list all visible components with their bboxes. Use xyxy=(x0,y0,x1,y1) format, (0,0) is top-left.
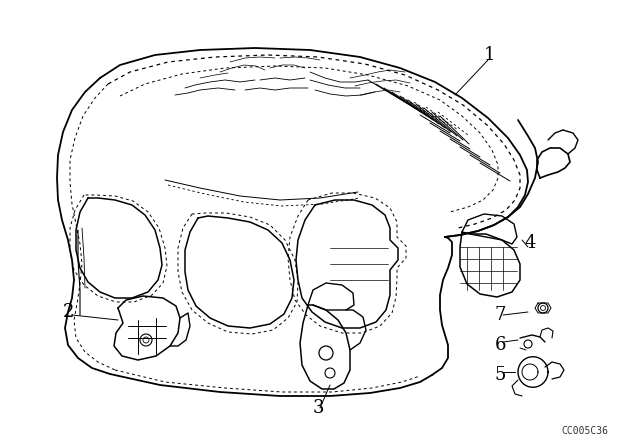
Text: 4: 4 xyxy=(524,234,536,252)
Text: 1: 1 xyxy=(484,46,496,64)
Text: 3: 3 xyxy=(312,399,324,417)
Text: 5: 5 xyxy=(494,366,506,384)
Text: CC005C36: CC005C36 xyxy=(561,426,608,436)
Text: 2: 2 xyxy=(62,303,74,321)
Text: 6: 6 xyxy=(494,336,506,354)
Text: 7: 7 xyxy=(494,306,506,324)
